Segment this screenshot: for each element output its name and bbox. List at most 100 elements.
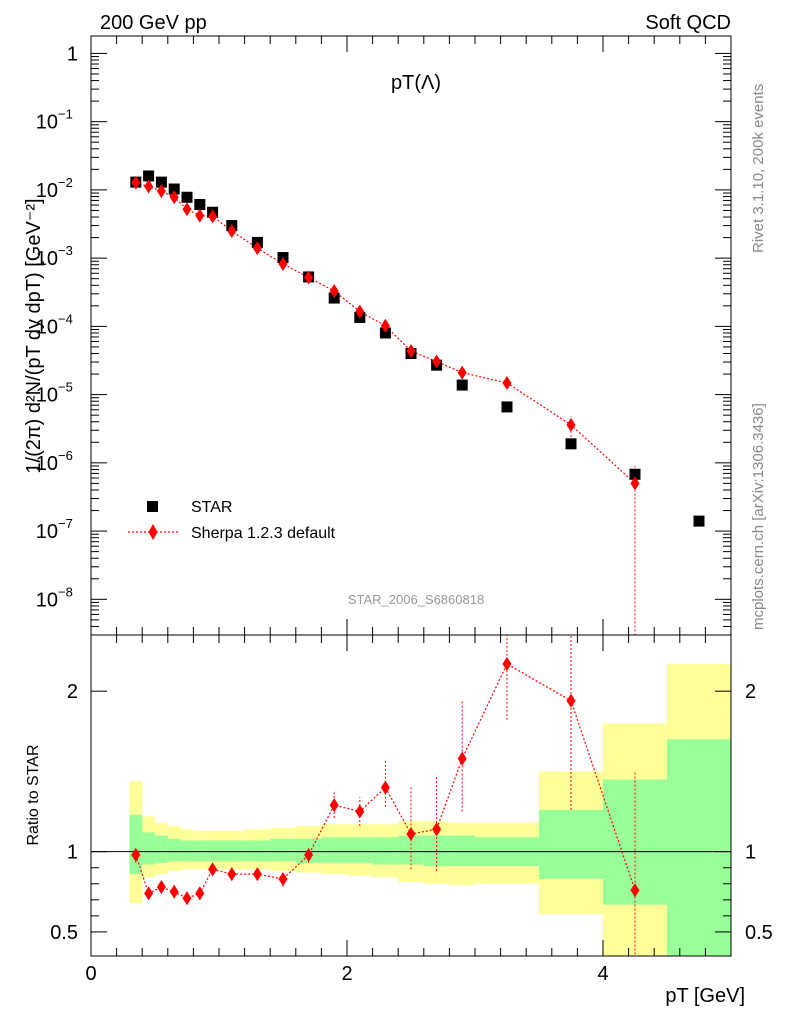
sherpa-data-point (278, 257, 288, 272)
star-data-point (168, 183, 180, 195)
sherpa-data-point (227, 223, 237, 238)
star-data-point (456, 379, 468, 391)
legend-label-star: STAR (191, 499, 232, 516)
sherpa-data-point (144, 179, 154, 194)
y-tick-label: 10 (36, 589, 58, 611)
ratio-band-green (244, 840, 271, 862)
x-tick-label: 0 (85, 963, 96, 985)
y-tick-label: 10 (36, 112, 58, 134)
y-tick-label: 1 (67, 43, 78, 65)
star-data-point (629, 468, 641, 480)
y-tick-exponent: −1 (58, 107, 73, 122)
ratio-band-green (142, 832, 155, 865)
rivet-side-label: Rivet 3.1.10, 200k events (750, 84, 767, 253)
star-data-point (155, 176, 167, 188)
sherpa-data-point (208, 209, 218, 224)
ratio-data-point (208, 862, 218, 877)
y-tick-label: 10 (36, 180, 58, 202)
sherpa-data-point (502, 375, 512, 390)
ratio-sherpa-line (135, 663, 636, 899)
y-tick-label: 10 (36, 248, 58, 270)
ratio-y-tick-label-right: 2 (745, 681, 756, 703)
legend-marker-sherpa (148, 524, 158, 540)
ratio-band-green (539, 809, 603, 879)
sherpa-data-point (156, 184, 166, 199)
y-tick-exponent: −5 (58, 380, 73, 395)
y-tick-exponent: −4 (58, 311, 73, 326)
ratio-data-point (144, 886, 154, 901)
ratio-data-point (156, 879, 166, 894)
ratio-band-green (219, 840, 245, 862)
main-axis-ticks: 110−110−210−310−410−510−610−710−8 (36, 36, 732, 635)
y-tick-exponent: −8 (58, 584, 73, 599)
sherpa-data-point (131, 175, 141, 190)
ratio-data-point (304, 847, 314, 862)
star-data-point (501, 401, 513, 413)
sherpa-data-point (432, 354, 442, 369)
ratio-band-green (347, 837, 373, 863)
ratio-band-green (193, 840, 207, 862)
ratio-data-point (380, 780, 390, 795)
y-tick-label: 10 (36, 385, 58, 407)
star-data-point (693, 515, 705, 527)
sherpa-data-point (252, 241, 262, 256)
ratio-y-tick-label: 2 (67, 681, 78, 703)
ratio-y-tick-label-right: 0.5 (745, 922, 773, 944)
ratio-data-point (182, 891, 192, 906)
legend-label-sherpa: Sherpa 1.2.3 default (191, 525, 336, 542)
ratio-data-point (131, 847, 141, 862)
main-series-layer (130, 170, 705, 635)
main-plot-frame (90, 35, 732, 636)
ratio-band-green (167, 838, 181, 862)
ratio-band-green (155, 835, 168, 863)
ratio-data-point (227, 867, 237, 882)
y-tick-label: 10 (36, 453, 58, 475)
ratio-y-tick-label: 0.5 (50, 922, 78, 944)
ratio-y-tick-label-right: 1 (745, 842, 756, 864)
sherpa-data-point (304, 270, 314, 285)
legend-marker-star (147, 501, 158, 512)
ratio-data-point (630, 883, 640, 898)
main-plot-title: pT(Λ) (391, 72, 441, 94)
ratio-axis-ticks: 0.5 0.5 1 1 2 2 0 2 4 (50, 635, 773, 985)
x-tick-label: 2 (341, 963, 352, 985)
header-left: 200 GeV pp (100, 12, 207, 34)
sherpa-data-point (329, 283, 339, 298)
ratio-data-point (502, 656, 512, 671)
main-y-axis-label: 1/(2π) d²N/(pT dy dpT) [GeV⁻²] (23, 198, 45, 473)
ratio-panel: 0.5 0.5 1 1 2 2 0 2 4 Ratio to STAR pT [GeV] (25, 634, 773, 1007)
sherpa-data-point (457, 365, 467, 380)
ratio-data-point (566, 693, 576, 708)
y-tick-exponent: −7 (58, 516, 73, 531)
sherpa-data-point (630, 476, 640, 491)
ratio-data-point (169, 884, 179, 899)
ratio-band-green (180, 840, 194, 862)
sherpa-data-point (182, 202, 192, 217)
ratio-uncertainty-bands (129, 663, 731, 956)
sherpa-data-point (566, 417, 576, 432)
ratio-plot-frame (90, 634, 732, 957)
ratio-band-green (449, 835, 475, 867)
ratio-y-tick-label: 1 (67, 842, 78, 864)
star-data-point (194, 199, 206, 211)
star-data-point (565, 438, 577, 450)
ratio-y-axis-label: Ratio to STAR (25, 744, 42, 845)
sherpa-data-point (406, 344, 416, 359)
y-tick-label: 10 (36, 316, 58, 338)
ratio-data-point (355, 804, 365, 819)
mcplots-side-label: mcplots.cern.ch [arXiv:1306.3436] (750, 403, 767, 630)
main-panel: 110−110−210−310−410−510−610−710−8 pT(Λ) … (23, 35, 732, 636)
ratio-band-green (372, 837, 399, 865)
ratio-band-green (321, 837, 347, 863)
y-tick-exponent: −6 (58, 448, 73, 463)
sherpa-data-point (380, 318, 390, 333)
ratio-data-point (329, 798, 339, 813)
ratio-data-point (195, 886, 205, 901)
ratio-band-green (270, 838, 296, 862)
watermark-analysis: STAR_2006_S6860818 (348, 592, 484, 607)
star-data-point (379, 327, 391, 339)
ratio-data-point (432, 822, 442, 837)
ratio-data-point (252, 867, 262, 882)
legend: STAR Sherpa 1.2.3 default (128, 499, 336, 542)
